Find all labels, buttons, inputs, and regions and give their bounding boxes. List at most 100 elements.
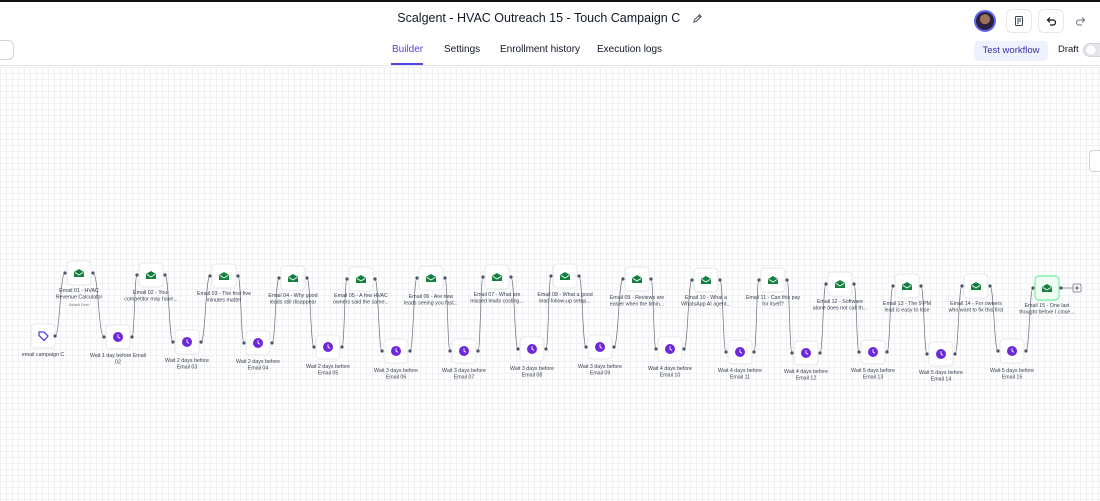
clock-hands: [1011, 348, 1015, 353]
port: [236, 274, 240, 278]
port: [53, 334, 57, 338]
connector-line: [753, 279, 760, 353]
wait-node-label: Email 13: [863, 375, 884, 381]
port: [380, 349, 384, 353]
collapse-panel-button[interactable]: [0, 40, 14, 60]
undo-button[interactable]: [1038, 9, 1064, 33]
wait-node-label: Email 09: [590, 371, 611, 377]
connector-line: [510, 276, 519, 350]
connector-line: [786, 279, 793, 354]
email-node-label: Email 05 - A few HVAC: [334, 293, 388, 299]
clock-hands: [599, 344, 603, 349]
connector-line: [683, 279, 693, 350]
port: [448, 349, 452, 353]
draft-toggle[interactable]: [1083, 43, 1100, 57]
wait-node-label: Email 04: [248, 366, 269, 372]
port: [1059, 286, 1063, 290]
email-node-label: alone does not call th...: [813, 306, 867, 312]
email-node-label: who want to fix this first: [949, 308, 1004, 314]
port: [577, 274, 581, 278]
undo-icon: [1046, 17, 1057, 26]
canvas-side-button[interactable]: [1089, 150, 1100, 172]
connector-line: [578, 275, 587, 348]
email-node-label: Email 15 - One last: [1024, 303, 1070, 309]
clock-hands: [531, 346, 535, 351]
workflow-title-wrap: Scalgent - HVAC Outreach 15 - Touch Camp…: [0, 11, 1100, 27]
tab-settings[interactable]: Settings: [444, 44, 481, 55]
port: [988, 284, 992, 288]
email-node-label: leads seeing you fast...: [404, 301, 458, 307]
connector-line: [200, 275, 211, 343]
port: [345, 277, 349, 281]
port: [63, 271, 67, 275]
workflow-title[interactable]: Scalgent - HVAC Outreach 15 - Touch Camp…: [397, 11, 681, 25]
email-node-label: Email 09 - Reviews are: [610, 295, 665, 301]
email-icon: [1042, 284, 1052, 292]
port: [415, 276, 419, 280]
wait-node-label: Email 11: [730, 375, 750, 381]
email-icon: [146, 271, 156, 279]
wait-node-label: Wait 3 days before: [442, 368, 486, 374]
test-workflow-button[interactable]: Test workflow: [974, 41, 1048, 61]
connector-line: [819, 283, 827, 354]
port: [654, 347, 658, 351]
redo-button[interactable]: [1068, 9, 1094, 33]
email-node-label: easier when the timin...: [610, 302, 664, 308]
port: [408, 349, 412, 353]
email-node-label: for itself?: [762, 302, 784, 308]
workflow-canvas[interactable]: email campaign C Email 01 - HVAC Revenue C…: [0, 67, 1100, 501]
port: [960, 284, 964, 288]
port: [199, 340, 203, 344]
tab-enrollment-history[interactable]: Enrollment history: [500, 44, 581, 55]
email-node-label: Email 04 - Why good: [268, 293, 317, 299]
wait-node-label: Wait 4 days before: [718, 368, 762, 374]
email-icon: [768, 276, 778, 284]
connector-line: [613, 278, 624, 348]
notes-button[interactable]: [1006, 9, 1032, 33]
wait-node-label: Wait 5 days before: [919, 370, 963, 376]
email-icon: [701, 276, 711, 284]
port: [135, 273, 139, 277]
email-icon: [356, 275, 366, 283]
trigger-node[interactable]: [30, 323, 56, 349]
clock-hands: [872, 349, 876, 354]
wait-node-label: Wait 3 days before: [374, 368, 418, 374]
port: [621, 277, 625, 281]
port: [373, 277, 377, 281]
connector-line: [650, 278, 657, 350]
user-avatar[interactable]: [974, 10, 996, 32]
draft-label: Draft: [1058, 44, 1079, 55]
port: [481, 275, 485, 279]
wait-node-label: Wait 4 days before: [648, 366, 692, 372]
pencil-icon[interactable]: [692, 13, 703, 27]
email-icon: [426, 274, 436, 282]
port: [690, 278, 694, 282]
port: [340, 345, 344, 349]
connector-line: [989, 285, 999, 352]
port: [443, 276, 447, 280]
port: [509, 275, 513, 279]
email-node-label: thought before I close...: [1019, 310, 1074, 316]
connector-line: [92, 272, 105, 338]
port: [718, 278, 722, 282]
email-node-label: lead follow-up setup...: [539, 299, 591, 305]
connector-line: [164, 274, 174, 343]
port: [305, 276, 309, 280]
tab-builder[interactable]: Builder: [392, 44, 424, 55]
port: [584, 345, 588, 349]
clock-hands: [327, 344, 331, 349]
connector-line: [853, 283, 860, 353]
email-node-label: minutes matter: [206, 298, 241, 304]
clock-hands: [117, 334, 121, 339]
email-node-label: Email 12 - Software: [817, 299, 863, 305]
tab-execution-logs[interactable]: Execution logs: [597, 44, 663, 55]
port: [724, 350, 728, 354]
wait-node-label: Email 03: [177, 365, 198, 371]
port: [649, 277, 653, 281]
port: [208, 274, 212, 278]
port: [891, 284, 895, 288]
connector-line: [409, 277, 418, 352]
port: [549, 274, 553, 278]
email-node-sublabel: Default From: [69, 303, 90, 307]
port: [996, 349, 1000, 353]
